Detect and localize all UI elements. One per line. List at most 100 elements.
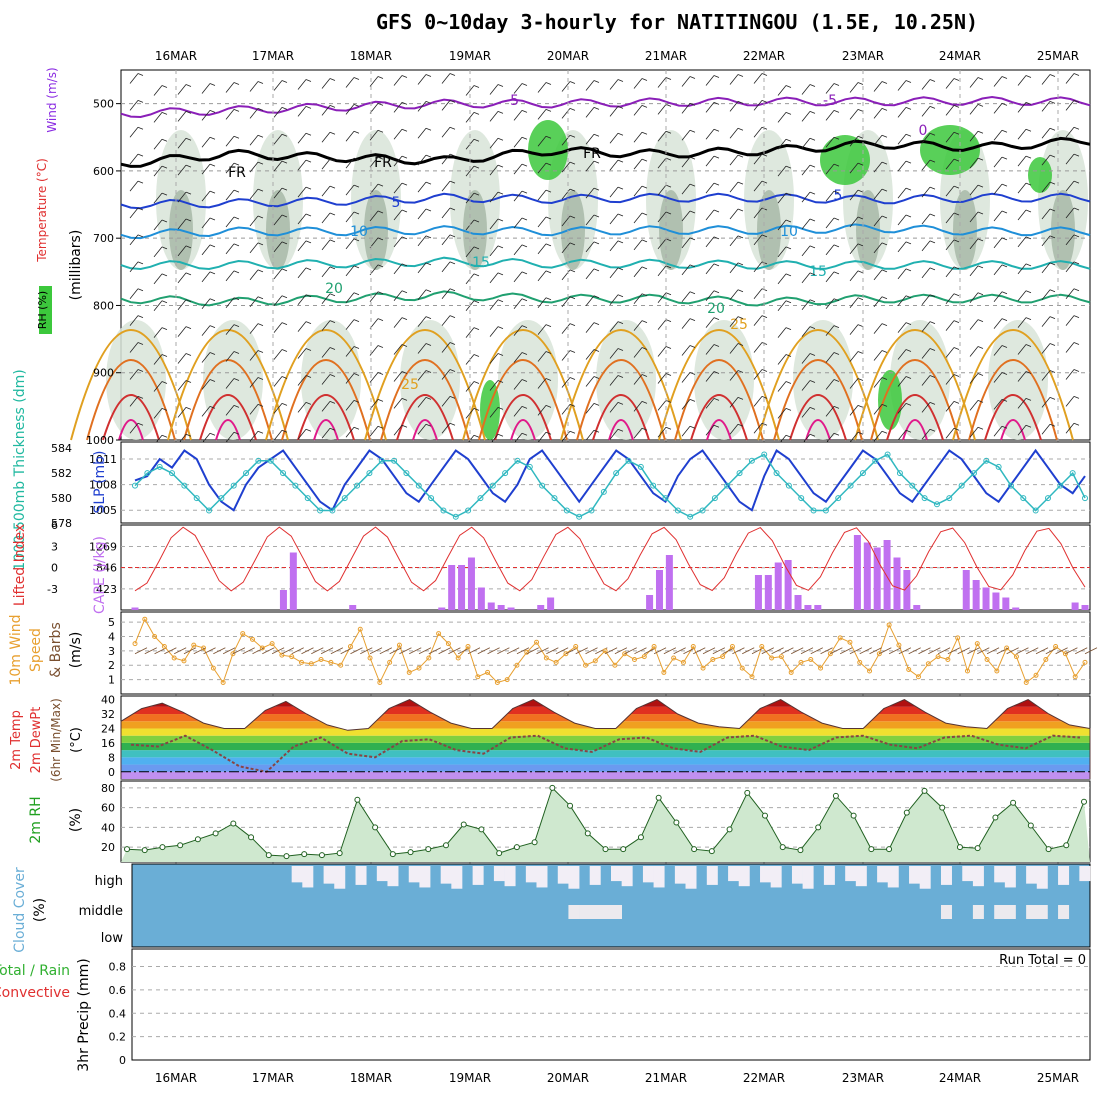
wind-barb [729,208,744,220]
wind-10m-axis-label: 10m Wind [8,614,24,685]
wind-barb [657,426,672,438]
wind-barb [129,395,144,407]
wind-10m-barb [830,647,843,655]
wind-barb [249,215,264,227]
rh-2m-point [318,852,325,859]
wind-barb [585,402,600,414]
thickness-point [588,507,595,514]
thickness-point [983,457,990,464]
rh-2m-point [194,836,201,843]
wind-barb [825,163,840,175]
wind-10m-point [455,655,461,661]
wind-barb [993,264,1008,276]
isotherm-arch [102,394,160,441]
cape-bar [438,607,446,610]
wind-10m-barb [1035,647,1049,655]
rh-2m-point [868,846,875,853]
lifted-index-tick-label: 0 [51,562,58,575]
rh-2m-area [121,787,1090,862]
wind-barb [225,82,240,93]
wind-barb [129,180,144,192]
wind-barb [897,160,912,172]
wind-barb [273,187,288,199]
wind-barb [657,211,672,223]
thickness-point [637,463,644,470]
wind-barb [609,401,624,413]
thickness-point [1044,495,1051,502]
wind-barb [129,153,144,165]
rh-2m-point [779,844,786,851]
wind-barb [897,349,912,360]
wind-barb [1065,261,1080,273]
thickness-point [1082,495,1088,502]
isotherm-line [120,223,1091,240]
wind-10m-barb [742,647,755,655]
rh-2m-point [956,844,963,851]
wind-barb [969,103,984,115]
wind-barb [585,106,600,118]
wind-barb [393,75,408,86]
wind-barb [921,105,936,117]
isotherm-arch [805,419,831,441]
wind-10m-point [377,679,383,685]
thickness-point [872,457,879,464]
thickness-point [514,457,521,464]
cape-bar [814,605,822,610]
rh-2m-point [832,792,839,799]
wind-barb [1017,182,1032,194]
wind-barb [297,240,312,252]
wind-barb [729,100,744,112]
pressure-tick-label: 700 [93,232,114,245]
isotherm-arch [380,359,470,441]
wind-barb [129,73,144,84]
isotherm-label: 20 [325,281,343,297]
rh-2m-point [283,853,290,860]
thickness-point [477,495,484,502]
wind-10m-tick-label: 3 [108,645,115,658]
wind-barb [681,264,696,276]
isotherm-label: 10 [780,224,798,240]
wind-10m-point [298,659,304,665]
wind-10m-point [543,655,549,661]
rh-shading [1028,157,1052,193]
thickness-point [822,507,829,514]
cape-bar [883,540,891,610]
wind-10m-barb [555,647,569,655]
cloud-gap-middle [994,905,1006,919]
rh-2m-point [124,846,130,853]
thickness-point [835,495,842,502]
thickness-point [230,482,237,489]
wind-barb [945,212,960,224]
wind-barb [513,109,528,121]
wind-10m-barb [996,647,1010,655]
isotherm-arch [902,419,928,441]
wind-barb [729,154,744,166]
wind-barb [729,181,744,193]
wind-barb [273,106,288,118]
wind-10m-point [720,654,726,660]
rh-units-axis-label: (%) [68,808,84,832]
cape-bar [646,595,654,610]
thickness-point [539,482,546,489]
wind-barb [489,353,504,364]
cape-bar [131,607,139,610]
wind-10m-point [671,655,677,661]
wind-barb [345,130,360,142]
thickness-point [243,470,250,477]
thickness-tick-label: 584 [51,442,72,455]
wind-barb [825,109,840,121]
rh-shading [364,190,388,270]
isotherm-line [120,192,1091,210]
wind-barb [489,164,504,176]
wind-barb [441,369,456,380]
rh-2m-point [372,824,379,831]
wind-barb [705,101,720,113]
wind-barb [897,268,912,280]
isotherm-label: FR [374,155,392,171]
thickness-point [218,495,225,502]
rh-tick-label: 80 [101,782,115,795]
wind-barb [489,137,504,149]
wind-barb [945,131,960,143]
wind-barb [705,371,720,382]
isotherm-line [120,95,1091,119]
